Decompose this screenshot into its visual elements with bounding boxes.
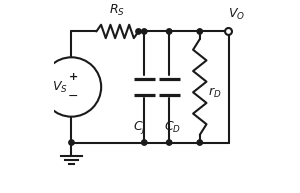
Text: $r_D$: $r_D$ [208,86,222,100]
Circle shape [136,29,141,34]
Text: +: + [69,72,78,82]
Circle shape [167,29,172,34]
Text: $C_J$: $C_J$ [133,119,146,136]
Circle shape [225,28,232,35]
Circle shape [69,140,74,145]
Text: −: − [68,90,79,103]
Circle shape [142,140,147,145]
Text: $V_S$: $V_S$ [52,80,68,95]
Circle shape [197,29,203,34]
Text: $R_S$: $R_S$ [110,3,125,18]
Circle shape [197,140,203,145]
Circle shape [167,140,172,145]
Text: $V_O$: $V_O$ [228,7,245,22]
Circle shape [142,29,147,34]
Text: $C_D$: $C_D$ [164,120,181,135]
